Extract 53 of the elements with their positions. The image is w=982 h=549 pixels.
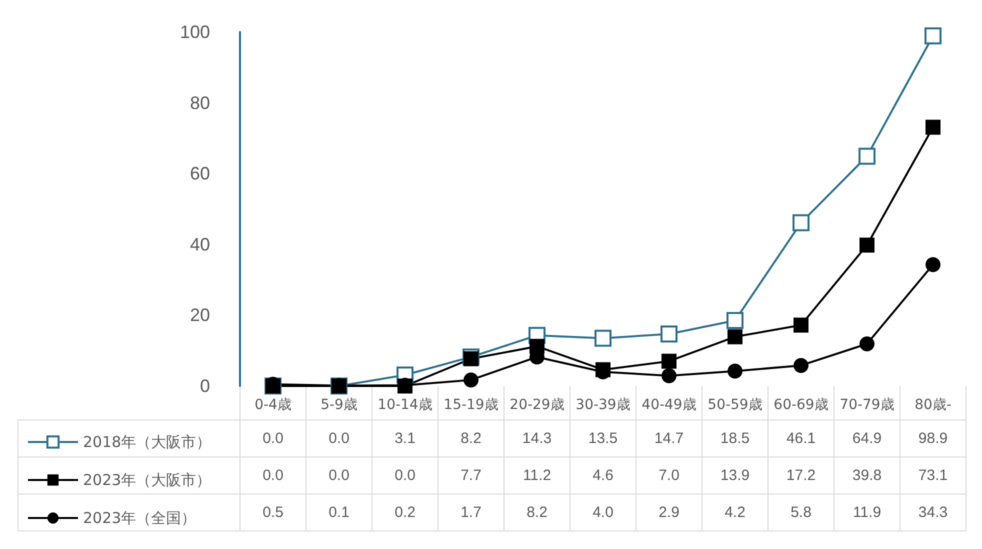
data-label: 98.9 <box>918 430 948 447</box>
x-tick-label: 80歳- <box>914 397 952 413</box>
legend-label: 2018年（大阪市） <box>83 433 212 451</box>
data-label: 7.7 <box>460 467 482 484</box>
data-label: 0.0 <box>394 467 416 484</box>
data-label: 39.8 <box>852 467 882 484</box>
data-label: 0.0 <box>328 467 350 484</box>
data-label: 5.8 <box>790 504 812 521</box>
legend-label: 2023年（全国） <box>83 509 196 527</box>
x-tick-label: 30-39歳 <box>576 397 630 413</box>
x-tick-label: 20-29歳 <box>510 397 564 413</box>
data-label: 7.0 <box>658 467 680 484</box>
data-label: 4.0 <box>592 504 614 521</box>
x-tick-label: 40-49歳 <box>642 397 696 413</box>
data-label: 11.2 <box>522 467 552 484</box>
data-label: 0.0 <box>262 430 284 447</box>
x-tick-label: 10-14歳 <box>378 397 432 413</box>
data-label: 1.7 <box>460 504 482 521</box>
data-label: 8.2 <box>460 430 482 447</box>
data-label: 17.2 <box>786 467 816 484</box>
data-label: 0.2 <box>394 504 416 521</box>
x-tick-label: 0-4歳 <box>254 397 292 413</box>
y-tick-label: 80 <box>190 92 210 113</box>
data-label: 13.5 <box>588 430 618 447</box>
data-label: 64.9 <box>852 430 882 447</box>
data-label: 34.3 <box>918 504 948 521</box>
data-label: 8.2 <box>526 504 548 521</box>
data-label: 0.0 <box>262 467 284 484</box>
x-tick-label: 70-79歳 <box>840 397 894 413</box>
x-tick-label: 15-19歳 <box>444 397 498 413</box>
x-tick-label: 5-9歳 <box>320 397 358 413</box>
data-label: 3.1 <box>394 430 416 447</box>
legend-label: 2023年（大阪市） <box>83 471 212 489</box>
y-tick-label: 40 <box>190 234 210 254</box>
y-tick-label: 0 <box>200 376 210 396</box>
data-label: 0.5 <box>262 504 284 521</box>
y-tick-label: 100 <box>180 22 210 42</box>
data-label: 0.0 <box>328 430 350 447</box>
x-tick-label: 50-59歳 <box>708 397 762 413</box>
data-label: 13.9 <box>720 467 750 484</box>
data-label: 18.5 <box>720 430 750 447</box>
data-label: 4.2 <box>724 504 746 521</box>
data-label: 4.6 <box>592 467 614 484</box>
data-label: 14.7 <box>654 430 684 447</box>
data-label: 0.1 <box>328 504 350 521</box>
data-label: 46.1 <box>786 430 816 447</box>
x-tick-label: 60-69歳 <box>774 397 828 413</box>
data-label: 11.9 <box>852 504 882 521</box>
y-tick-label: 60 <box>190 164 210 184</box>
data-label: 2.9 <box>658 504 680 521</box>
y-tick-label: 20 <box>190 305 210 326</box>
data-label: 73.1 <box>918 467 948 484</box>
data-label: 14.3 <box>522 430 552 447</box>
